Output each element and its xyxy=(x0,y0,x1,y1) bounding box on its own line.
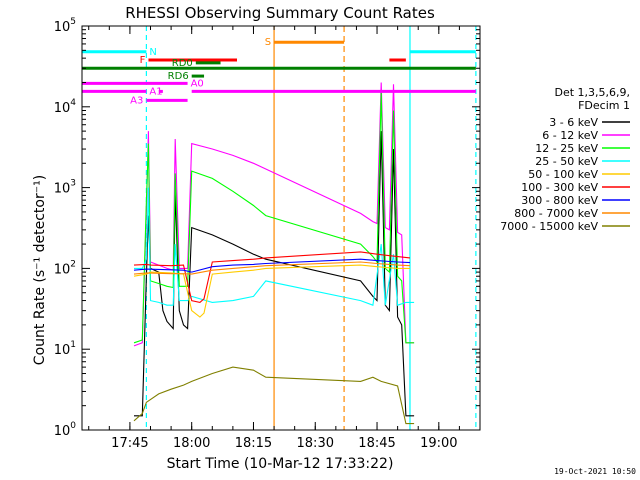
x-tick-label-1: 18:00 xyxy=(173,436,210,451)
series-line-1 xyxy=(133,82,415,347)
legend-label-4: 50 - 100 keV xyxy=(528,168,598,181)
legend-header-1: FDecim 1 xyxy=(578,99,630,112)
legend-label-6: 300 - 800 keV xyxy=(521,194,598,207)
series-line-8 xyxy=(133,366,415,425)
legend-label-7: 800 - 7000 keV xyxy=(514,207,598,220)
legend-label-2: 12 - 25 keV xyxy=(535,142,598,155)
x-tick-label-4: 18:45 xyxy=(358,436,395,451)
x-axis-label: Start Time (10-Mar-12 17:33:22) xyxy=(167,456,394,472)
series-line-6 xyxy=(133,258,411,273)
series-line-4 xyxy=(133,264,410,318)
flag-label-7: A3 xyxy=(130,95,143,106)
series-line-0 xyxy=(134,131,415,417)
series-line-2 xyxy=(133,92,415,344)
y-tick-label-5: 105 xyxy=(54,17,76,35)
x-tick-label-0: 17:45 xyxy=(111,436,148,451)
x-tick-label-3: 18:30 xyxy=(297,436,334,451)
y-tick-label-4: 104 xyxy=(54,98,77,116)
plot-content xyxy=(82,26,477,430)
legend-header-0: Det 1,3,5,6,9, xyxy=(554,86,630,99)
flag-label-0: N xyxy=(149,47,156,58)
flag-label-3: RD0 xyxy=(172,58,193,69)
flag-label-2: S xyxy=(265,37,271,48)
flag-label-4: RD6 xyxy=(168,71,189,82)
plot-frame xyxy=(81,25,481,431)
y-tick-label-2: 102 xyxy=(54,259,76,277)
series-line-5 xyxy=(133,251,411,303)
legend-label-8: 7000 - 15000 keV xyxy=(500,220,598,233)
series-line-3 xyxy=(134,187,415,306)
axes: 100 101 102 103 104 105 17:45 18:00 18:15 18:30 18… xyxy=(54,17,481,451)
x-tick-label-5: 19:00 xyxy=(420,436,457,451)
y-tick-label-3: 103 xyxy=(54,179,76,197)
generation-timestamp: 19-Oct-2021 10:50 xyxy=(554,467,636,476)
flag-label-1: F xyxy=(140,55,146,66)
flag-label-6: A1 xyxy=(149,86,162,97)
legend-label-5: 100 - 300 keV xyxy=(521,181,598,194)
legend-label-3: 25 - 50 keV xyxy=(535,155,598,168)
y-tick-label-1: 101 xyxy=(54,340,76,358)
y-tick-label-0: 100 xyxy=(54,421,77,439)
y-axis-label: Count Rate (s⁻¹ detector⁻¹) xyxy=(32,175,48,365)
x-tick-label-2: 18:15 xyxy=(235,436,272,451)
legend-label-0: 3 - 6 keV xyxy=(549,116,598,129)
legend-label-1: 6 - 12 keV xyxy=(542,129,598,142)
flag-label-5: A0 xyxy=(191,78,204,89)
chart-title: RHESSI Observing Summary Count Rates xyxy=(125,4,435,22)
series-line-7 xyxy=(133,261,411,275)
